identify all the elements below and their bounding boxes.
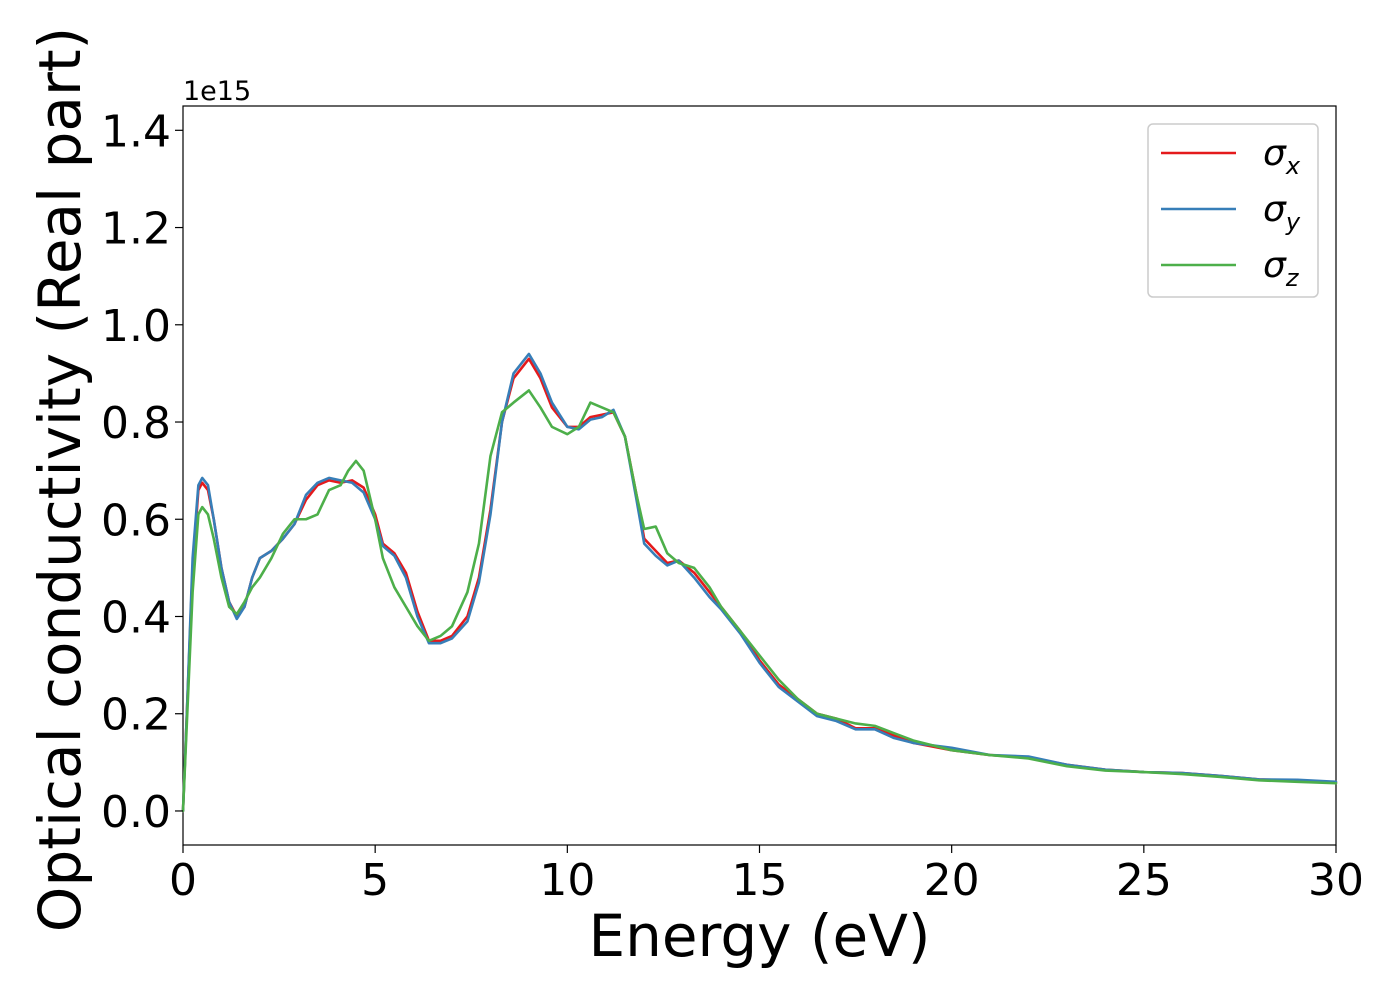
legend-entry-y: σy	[1161, 189, 1301, 236]
y-tick-label: 1.4	[101, 106, 171, 157]
legend-label: σy	[1263, 189, 1301, 236]
x-tick-label: 10	[539, 855, 595, 906]
legend-label: σz	[1263, 245, 1300, 292]
x-tick-label: 15	[732, 855, 788, 906]
series-group	[181, 352, 1338, 813]
y-axis-ticks: 0.0 0.2 0.4 0.6 0.8 1.0 1.2 1.4	[101, 106, 183, 838]
legend: σx σy σz	[1147, 123, 1319, 298]
legend-entry-z: σz	[1161, 245, 1300, 292]
x-tick-label: 20	[924, 855, 980, 906]
y-tick-label: 0.0	[101, 787, 171, 838]
x-axis-label: Energy (eV)	[588, 902, 930, 970]
x-tick-label: 5	[361, 855, 389, 906]
y-tick-label: 0.8	[101, 398, 171, 449]
y-tick-label: 1.2	[101, 204, 171, 255]
series-line-y	[181, 352, 1338, 813]
x-tick-label: 25	[1116, 855, 1172, 906]
x-axis-ticks: 0 5 10 15 20 25 30	[169, 845, 1364, 906]
series-line-z	[181, 389, 1338, 813]
y-axis-offset-label: 1e15	[183, 76, 251, 107]
y-tick-label: 0.2	[101, 690, 171, 741]
y-tick-label: 1.0	[101, 301, 171, 352]
y-tick-label: 0.6	[101, 495, 171, 546]
legend-box	[1147, 123, 1319, 298]
legend-label: σx	[1263, 133, 1301, 180]
y-axis-label: Optical conductivity (Real part)	[26, 27, 94, 932]
x-tick-label: 0	[169, 855, 197, 906]
x-tick-label: 30	[1308, 855, 1364, 906]
y-tick-label: 0.4	[101, 592, 171, 643]
legend-entry-x: σx	[1161, 133, 1301, 180]
